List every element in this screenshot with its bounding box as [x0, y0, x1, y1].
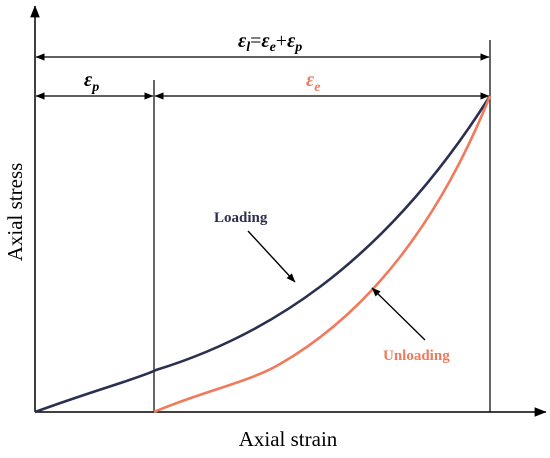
unloading-curve [153, 95, 492, 414]
plastic-strain-label: εp [84, 69, 99, 95]
loading-pointer-arrow [247, 230, 296, 283]
unloading-label: Unloading [383, 348, 450, 364]
loading-label: Loading [214, 210, 268, 226]
unloading-pointer-arrow [371, 287, 426, 341]
elastic-strain-label: εe [306, 69, 320, 95]
y-axis-label: Axial stress [3, 163, 27, 262]
x-axis-label: Axial strain [239, 427, 338, 451]
total-strain-equation: εl=εe+εp [238, 30, 302, 55]
loading-curve [34, 95, 492, 414]
